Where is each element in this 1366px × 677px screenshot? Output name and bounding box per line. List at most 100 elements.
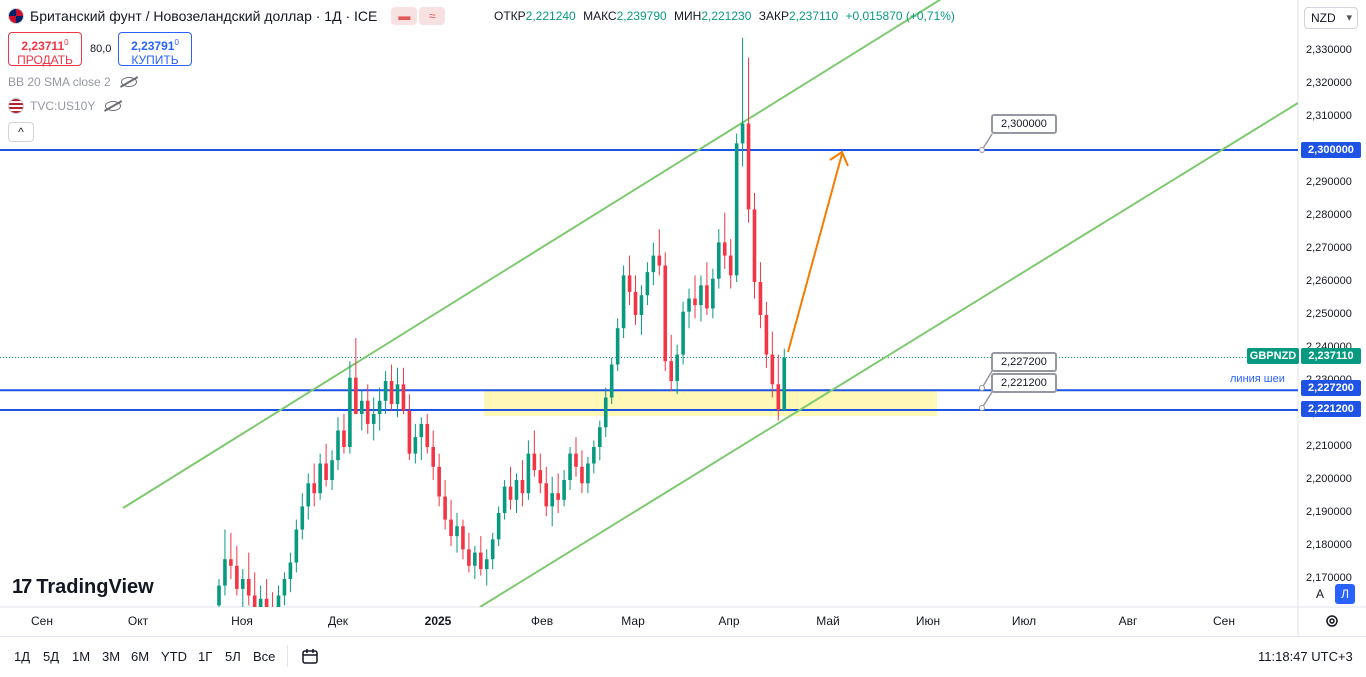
- candle-body: [544, 483, 549, 507]
- candle-body: [241, 579, 245, 589]
- last-price-tag: 2,237110: [1301, 348, 1361, 364]
- candle-body: [490, 539, 495, 560]
- channel-upper-line: [122, 0, 942, 509]
- candle-body: [300, 506, 305, 530]
- close-value: 2,237110: [788, 9, 839, 23]
- candle-body: [502, 486, 507, 513]
- time-tick-label: Дек: [327, 614, 349, 628]
- callout-22272[interactable]: 2,227200: [991, 352, 1057, 372]
- candle-body: [550, 493, 554, 507]
- indicator-us10y[interactable]: TVC:US10Y: [8, 98, 122, 114]
- candle-body: [526, 453, 531, 494]
- low-value: 2,221230: [701, 9, 752, 23]
- candle-body: [461, 526, 465, 550]
- candle-body: [609, 364, 614, 398]
- high-value: 2,239790: [616, 9, 667, 23]
- calendar-goto-icon[interactable]: [301, 647, 319, 665]
- callout-connector-0: [981, 133, 993, 151]
- collapse-legend-button[interactable]: ^: [8, 122, 34, 142]
- channel-group: [122, 0, 1298, 607]
- candle-body: [365, 400, 370, 424]
- timeframe-button[interactable]: 1Г: [198, 649, 213, 664]
- candle-body: [568, 453, 572, 480]
- candle-body: [598, 427, 602, 447]
- time-tick-label: Сен: [1213, 614, 1235, 628]
- candle-body: [288, 562, 293, 579]
- chart-canvas[interactable]: [0, 0, 1366, 636]
- candle-body: [235, 565, 239, 589]
- price-tick-label: 2,310000: [1306, 110, 1352, 122]
- timeframe-button[interactable]: 3М: [102, 649, 121, 664]
- candle-body: [258, 598, 263, 607]
- callout-anchor-2: [979, 405, 985, 411]
- candle-body: [377, 400, 382, 414]
- symbol-title[interactable]: Британский фунт / Новозеландский доллар …: [30, 8, 378, 24]
- symbol-tag: GBPNZD: [1247, 348, 1299, 364]
- candle-body: [669, 361, 673, 381]
- time-tick-label: Май: [816, 614, 840, 628]
- timeframe-button[interactable]: 5Д: [43, 649, 60, 664]
- callout-2300[interactable]: 2,300000: [991, 114, 1057, 134]
- low-label: МИН: [674, 9, 702, 23]
- hidden-eye-icon[interactable]: [120, 77, 137, 87]
- timeframe-button[interactable]: 1Д: [14, 649, 31, 664]
- candle-body: [413, 437, 418, 454]
- timeframe-button[interactable]: 5Л: [225, 649, 241, 664]
- candle-body: [633, 291, 638, 315]
- candle-body: [443, 496, 447, 520]
- candle-body: [223, 559, 227, 586]
- buy-price: 2,23791: [131, 39, 175, 53]
- delayed-data-icon[interactable]: ≈: [419, 7, 446, 25]
- candle-body: [705, 285, 709, 309]
- support-zone: [484, 390, 937, 417]
- timeframe-button[interactable]: 6М: [131, 649, 150, 664]
- logo-text: TradingView: [36, 576, 154, 598]
- tradingview-logo[interactable]: 17 TradingView: [12, 576, 154, 599]
- sell-price: 2,23711: [21, 39, 65, 53]
- hidden-eye-icon[interactable]: [105, 101, 122, 111]
- market-closed-icon[interactable]: ▬: [391, 7, 418, 25]
- candle-body: [615, 328, 620, 365]
- candle-body: [389, 381, 394, 405]
- time-tick-label: Апр: [718, 614, 740, 628]
- candle-body: [675, 354, 679, 381]
- indicator-bb[interactable]: BB 20 SMA close 2: [8, 75, 137, 89]
- price-tick-label: 2,200000: [1306, 473, 1352, 485]
- currency-select[interactable]: NZD: [1304, 7, 1358, 29]
- candle-body: [496, 513, 501, 540]
- candle-body: [556, 493, 560, 500]
- candle-body: [746, 123, 751, 210]
- utc-clock[interactable]: 11:18:47 UTC+3: [1258, 649, 1353, 664]
- timeframe-button[interactable]: YTD: [161, 649, 187, 664]
- close-label: ЗАКР: [758, 9, 789, 23]
- timeframe-button[interactable]: 1М: [72, 649, 91, 664]
- candle-body: [467, 549, 471, 566]
- change-value: +0,015870 (+0,71%): [845, 9, 955, 23]
- candle-body: [586, 463, 590, 484]
- candle-body: [776, 384, 781, 411]
- target-arrow-head: [829, 150, 849, 167]
- toolbar-divider: [287, 645, 288, 667]
- candle-body: [473, 552, 477, 566]
- price-tick-label: 2,260000: [1306, 275, 1352, 287]
- settings-gear-icon[interactable]: [1324, 613, 1340, 629]
- time-tick-label: Авг: [1118, 614, 1138, 628]
- candle-body: [401, 384, 406, 411]
- price-tick-label: 2,190000: [1306, 506, 1352, 518]
- candle-body: [782, 357, 787, 411]
- timeframe-button[interactable]: Все: [253, 649, 276, 664]
- price-tick-label: 2,330000: [1306, 44, 1352, 56]
- callout-connector-1: [981, 370, 993, 389]
- log-scale-button[interactable]: Л: [1335, 584, 1355, 604]
- tradingview-logo-icon: 17: [12, 576, 32, 598]
- buy-button[interactable]: 2,237910 КУПИТЬ: [118, 32, 192, 67]
- candle-body: [342, 430, 346, 447]
- candle-body: [758, 282, 763, 315]
- candle-body: [318, 463, 322, 494]
- price-tick-label: 2,180000: [1306, 539, 1352, 551]
- sell-button[interactable]: 2,237110 ПРОДАТЬ: [8, 32, 82, 67]
- us-flag-icon: [8, 98, 24, 114]
- callout-22212[interactable]: 2,221200: [991, 373, 1057, 393]
- auto-scale-button[interactable]: A: [1315, 587, 1324, 601]
